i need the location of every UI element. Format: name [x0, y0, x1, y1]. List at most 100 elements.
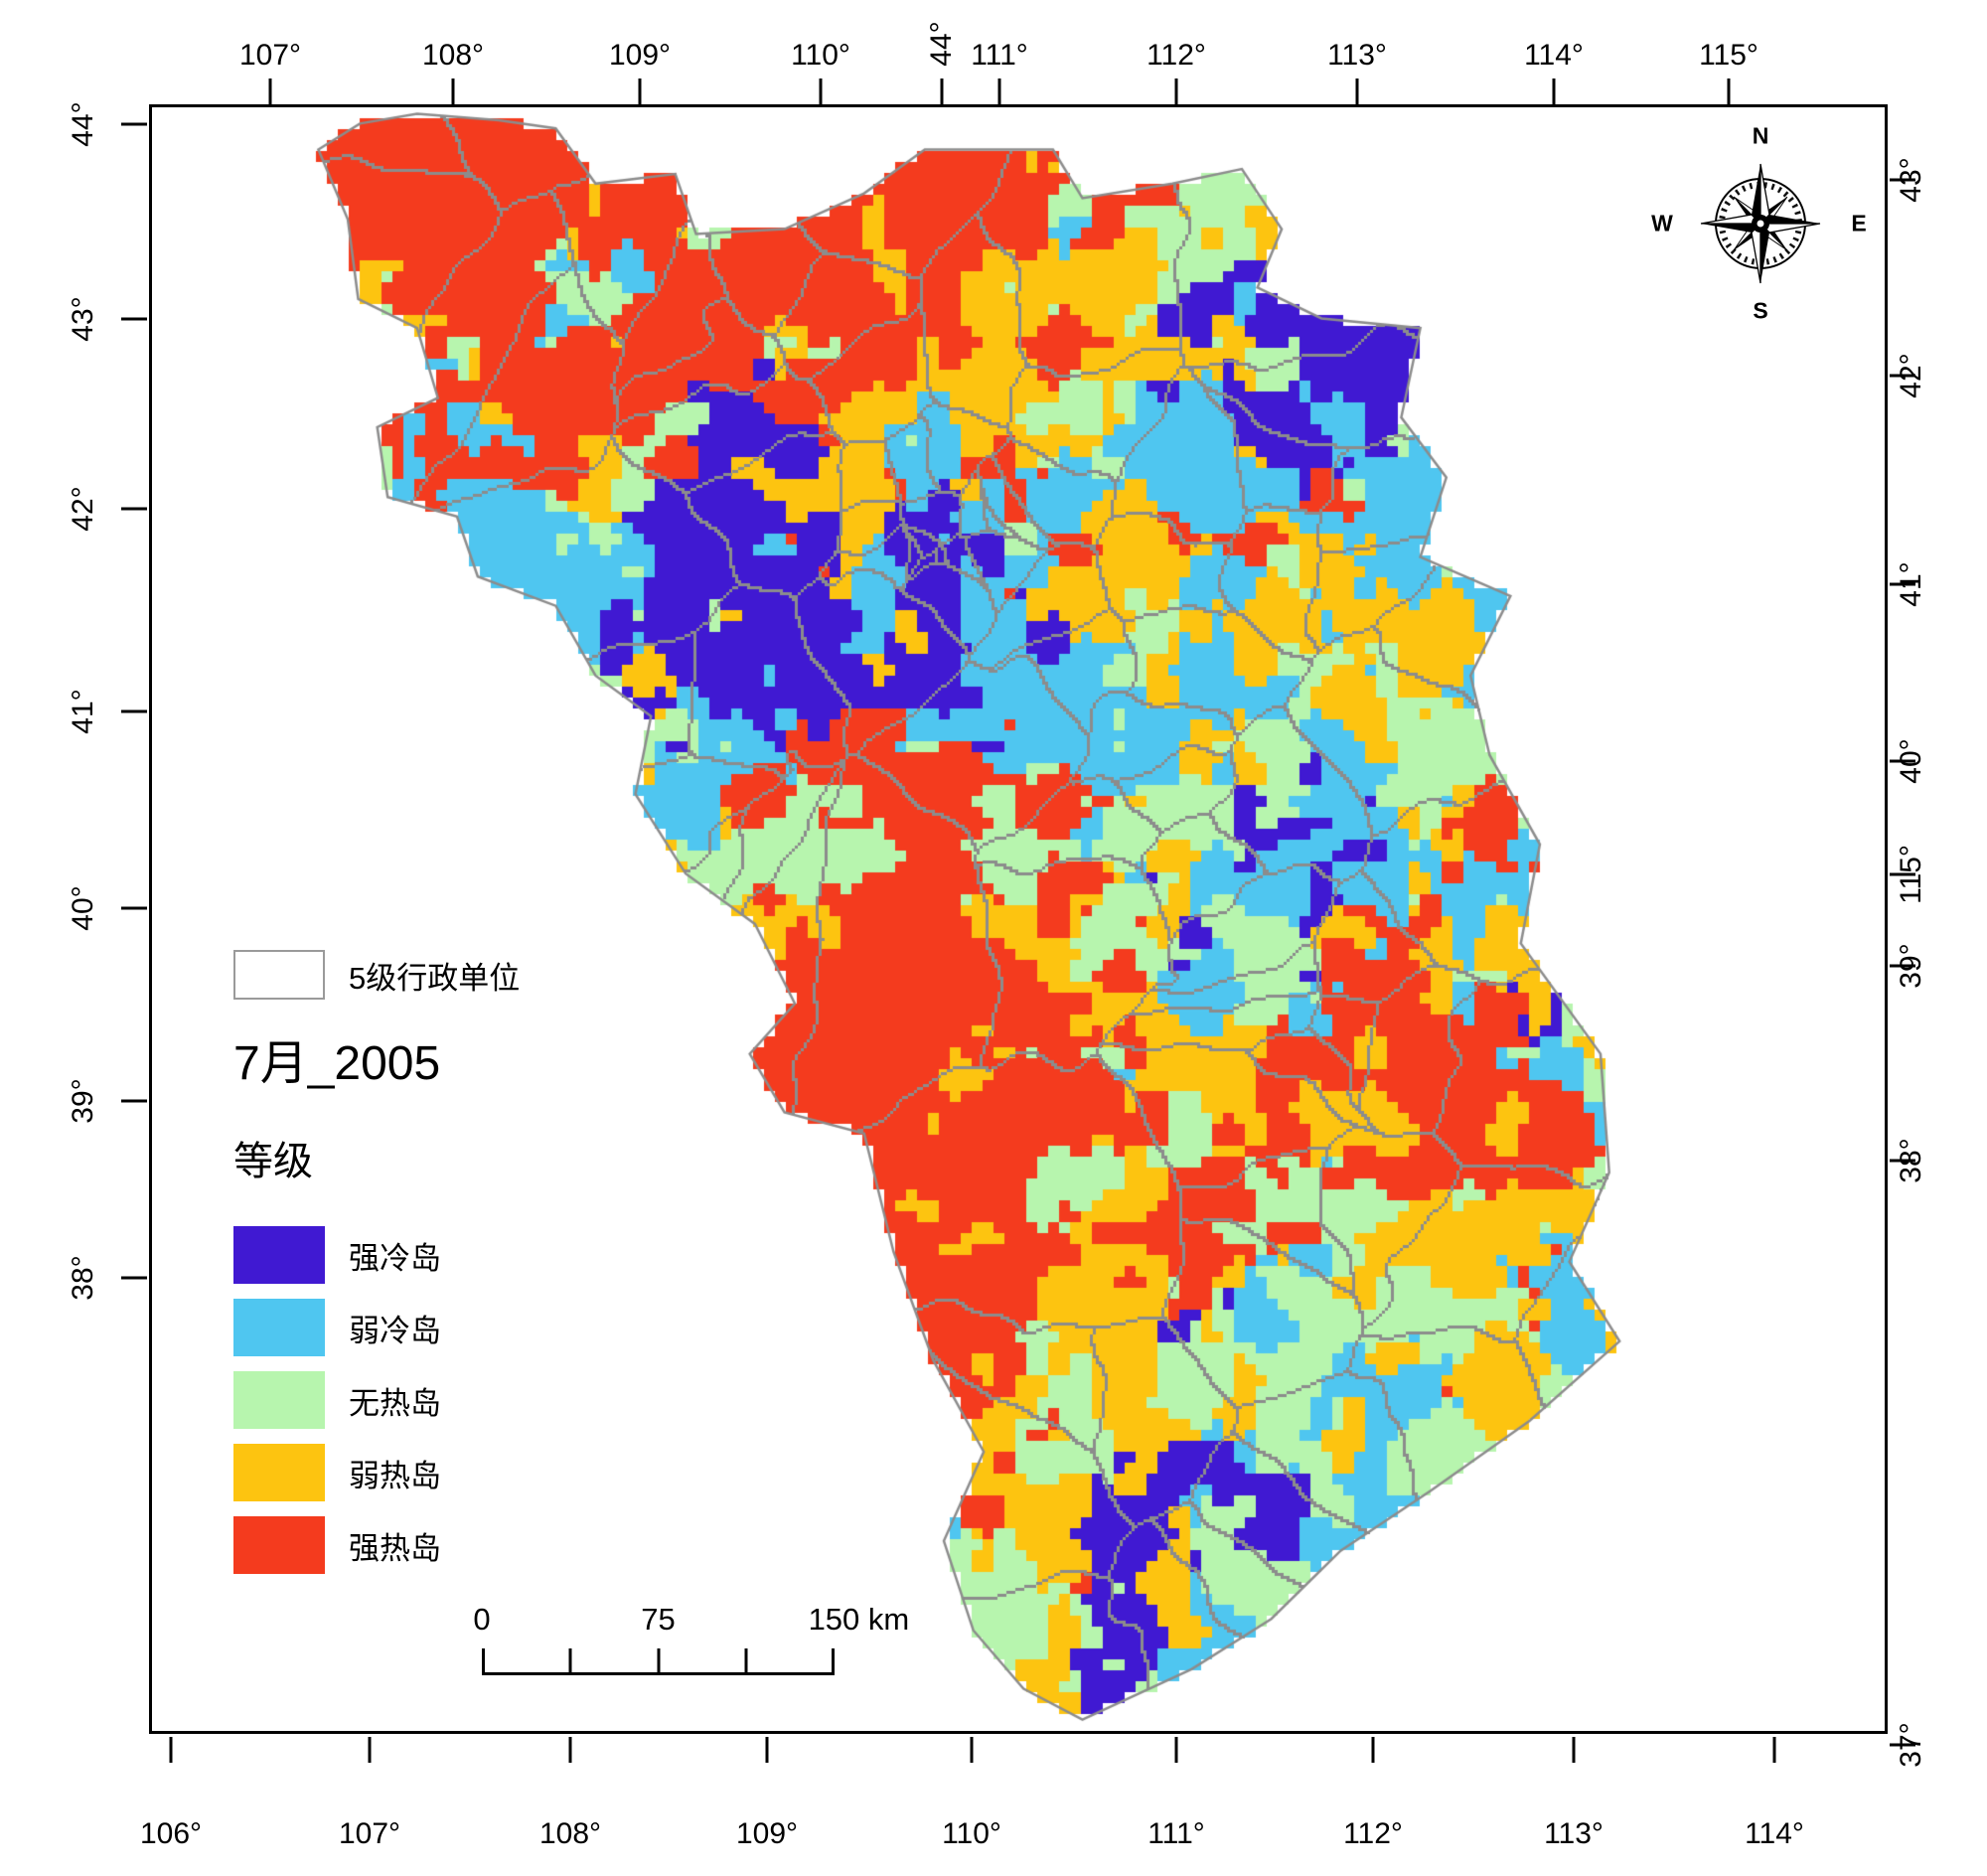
axis-label-bottom: 111°: [1147, 1817, 1205, 1850]
compass-north-label: N: [1752, 122, 1769, 149]
axis-label-bottom: 108°: [538, 1817, 602, 1850]
axis-label-bottom: 112°: [1343, 1817, 1403, 1850]
legend-swatch: [233, 1299, 325, 1356]
legend-item: 无热岛: [233, 1371, 520, 1429]
axis-label-left: 38°: [67, 1255, 99, 1301]
axis-label-bottom: 110°: [942, 1817, 1001, 1850]
tick: [997, 78, 1001, 104]
axis-label-top: 113°: [1327, 39, 1387, 72]
legend: 5级行政单位 7月_2005 等级 强冷岛 弱冷岛 无热岛 弱热岛: [233, 950, 520, 1589]
tick: [1890, 1743, 1915, 1747]
scale-tick: [832, 1648, 835, 1672]
tick: [368, 1737, 372, 1763]
axis-label-left: 41°: [67, 689, 99, 734]
scale-tick: [744, 1648, 748, 1672]
compass-south-label: S: [1753, 297, 1768, 324]
legend-label: 弱冷岛: [349, 1313, 441, 1348]
axis-label-top: 107°: [238, 39, 302, 72]
tick: [121, 507, 147, 511]
heat-island-raster-map: [152, 107, 1885, 1731]
axis-label-bottom: 109°: [735, 1817, 799, 1850]
tick: [1572, 1737, 1576, 1763]
scale-bar-line: [482, 1648, 835, 1675]
tick: [451, 78, 455, 104]
tick: [765, 1737, 769, 1763]
tick: [940, 78, 944, 104]
tick: [1772, 1737, 1776, 1763]
tick: [1890, 964, 1915, 968]
scale-number: 75: [641, 1602, 676, 1637]
axis-label-left: 42°: [67, 486, 99, 532]
compass-rose-icon: [1700, 163, 1821, 284]
axis-label-top: 115°: [1699, 39, 1758, 72]
tick: [121, 317, 147, 321]
tick: [568, 1737, 572, 1763]
legend-admin-row: 5级行政单位: [233, 950, 520, 1000]
legend-class-list: 强冷岛 弱冷岛 无热岛 弱热岛 强热岛: [233, 1226, 520, 1574]
tick: [1890, 178, 1915, 182]
scale-bar: 0 75 150 km: [473, 1602, 909, 1675]
axis-label-left: 39°: [67, 1078, 99, 1124]
legend-label: 强冷岛: [349, 1240, 441, 1276]
tick: [970, 1737, 974, 1763]
tick: [121, 906, 147, 910]
tick: [1371, 1737, 1375, 1763]
tick: [1890, 872, 1915, 876]
legend-label: 弱热岛: [349, 1458, 441, 1493]
compass-east-label: E: [1851, 210, 1867, 236]
legend-label: 强热岛: [349, 1530, 441, 1566]
axis-label-top: 44°: [925, 21, 958, 67]
legend-swatch: [233, 1444, 325, 1501]
tick: [1174, 78, 1178, 104]
legend-item: 强冷岛: [233, 1226, 520, 1284]
axis-label-top: 110°: [791, 39, 850, 72]
tick: [1890, 759, 1915, 763]
axis-label-bottom: 114°: [1745, 1817, 1804, 1850]
tick: [1552, 78, 1556, 104]
axis-label-top: 114°: [1524, 39, 1584, 72]
tick: [268, 78, 272, 104]
axis-label-left: 40°: [67, 885, 99, 931]
legend-label: 无热岛: [349, 1385, 441, 1421]
tick: [1890, 374, 1915, 378]
scale-number: 0: [473, 1602, 491, 1637]
compass-west-label: W: [1651, 210, 1673, 236]
scale-number: 150 km: [808, 1602, 910, 1637]
legend-item: 强热岛: [233, 1516, 520, 1574]
legend-swatch: [233, 1516, 325, 1574]
axis-label-bottom: 107°: [338, 1817, 401, 1850]
scale-tick: [568, 1648, 572, 1672]
legend-subtitle: 等级: [233, 1140, 313, 1183]
tick: [121, 709, 147, 713]
scale-tick: [657, 1648, 660, 1672]
scale-bar-labels: 0 75 150 km: [473, 1602, 909, 1638]
legend-swatch: [233, 1371, 325, 1429]
tick: [169, 1737, 173, 1763]
tick: [1890, 1159, 1915, 1163]
axis-label-top: 108°: [421, 39, 485, 72]
tick: [121, 1099, 147, 1103]
scale-tick: [482, 1648, 485, 1672]
admin-boundary-label: 5级行政单位: [349, 960, 521, 996]
tick: [121, 1276, 147, 1280]
tick: [1727, 78, 1731, 104]
legend-title: 7月_2005: [233, 1037, 441, 1090]
admin-boundary-swatch: [233, 950, 325, 1000]
tick: [1890, 582, 1915, 586]
tick: [1174, 1737, 1178, 1763]
tick: [121, 122, 147, 126]
axis-label-bottom: 106°: [139, 1817, 203, 1850]
tick: [638, 78, 642, 104]
tick: [819, 78, 823, 104]
axis-label-top: 112°: [1146, 39, 1206, 72]
axis-label-top: 109°: [608, 39, 672, 72]
axis-label-left: 44°: [67, 101, 99, 147]
legend-item: 弱冷岛: [233, 1299, 520, 1356]
tick: [1355, 78, 1359, 104]
axis-label-bottom: 113°: [1544, 1817, 1604, 1850]
axis-label-left: 43°: [67, 296, 99, 342]
axis-label-top: 111°: [971, 39, 1028, 72]
legend-swatch: [233, 1226, 325, 1284]
legend-item: 弱热岛: [233, 1444, 520, 1501]
